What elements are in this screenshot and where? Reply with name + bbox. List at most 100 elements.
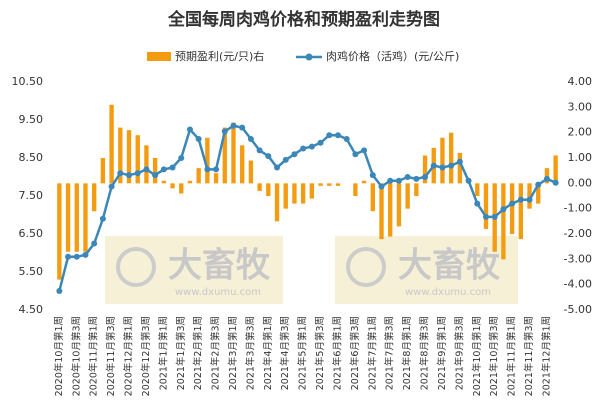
bar xyxy=(457,152,463,184)
x-tick-label: 2021年4月第1周 xyxy=(262,316,274,390)
bar xyxy=(283,183,288,209)
line-point xyxy=(265,153,272,160)
bar xyxy=(553,155,558,184)
line-point xyxy=(552,179,559,186)
x-tick-label: 2021年8月第3周 xyxy=(419,316,431,390)
line-point xyxy=(308,143,315,150)
line-point xyxy=(465,177,472,184)
line-point xyxy=(387,177,394,184)
line-point xyxy=(517,196,524,203)
line-point xyxy=(108,183,115,190)
line-point xyxy=(482,213,489,220)
line-point xyxy=(378,183,385,190)
x-tick-label: 2021年11月第3周 xyxy=(523,316,535,396)
y2-tick-label: 3.00 xyxy=(568,100,593,113)
legend-label: 肉鸡价格（活鸡）(元/公斤) xyxy=(326,49,459,63)
line-point xyxy=(274,164,281,171)
line-point xyxy=(65,253,72,260)
line-point xyxy=(430,162,437,169)
bar xyxy=(405,183,410,209)
x-tick-label: 2021年1月第1周 xyxy=(157,316,169,390)
bar xyxy=(196,168,201,184)
x-tick-label: 2021年5月第3周 xyxy=(314,316,326,390)
line-point xyxy=(422,174,429,180)
bar xyxy=(370,183,375,212)
x-tick-label: 2021年10月第3周 xyxy=(488,316,500,396)
watermark-logo xyxy=(116,247,156,287)
y2-tick-label: -5.00 xyxy=(564,303,592,316)
line xyxy=(58,124,557,292)
y-tick-label: 6.50 xyxy=(19,227,44,240)
x-tick-label: 2020年11月第1周 xyxy=(88,316,100,396)
line-point xyxy=(535,181,542,188)
bar xyxy=(144,145,149,184)
line-point xyxy=(221,128,228,135)
bar xyxy=(414,183,419,196)
bar xyxy=(83,183,88,252)
x-tick-label: 2021年1月第3周 xyxy=(175,316,187,390)
bar xyxy=(109,104,114,184)
bar xyxy=(187,180,193,184)
bar xyxy=(266,183,271,196)
line-point xyxy=(300,145,307,152)
line-point xyxy=(404,174,411,180)
x-tick-label: 2021年2月第1周 xyxy=(192,316,204,390)
y2-tick-label: 1.00 xyxy=(568,151,593,164)
watermark-url: www.dxumu.com xyxy=(405,287,491,298)
x-tick-label: 2021年7月第1周 xyxy=(366,316,378,390)
line-point xyxy=(361,147,368,154)
line-point xyxy=(99,215,106,222)
bar xyxy=(544,168,550,184)
bar xyxy=(213,173,219,184)
x-tick-label: 2021年2月第3周 xyxy=(210,316,222,390)
line-point xyxy=(213,166,220,173)
bar xyxy=(448,132,454,184)
bar xyxy=(361,180,367,184)
line-point xyxy=(195,136,202,142)
line-point xyxy=(526,196,533,203)
y-tick-label: 4.50 xyxy=(19,303,44,316)
y2-tick-label: 0.00 xyxy=(568,176,593,189)
bar xyxy=(126,130,132,184)
bar xyxy=(74,183,79,252)
line-point xyxy=(343,136,350,142)
line-point xyxy=(204,166,211,173)
x-tick-label: 2021年3月第1周 xyxy=(227,316,239,390)
bar xyxy=(388,183,393,237)
bar xyxy=(422,155,428,184)
y-tick-label: 5.50 xyxy=(19,265,44,278)
bar xyxy=(205,137,210,184)
bar xyxy=(327,183,332,186)
bar xyxy=(222,127,227,184)
x-tick-label: 2020年11月第3周 xyxy=(105,316,117,396)
bar xyxy=(179,183,184,194)
line-point xyxy=(152,172,159,179)
line-point xyxy=(56,288,63,294)
bar xyxy=(57,183,62,280)
x-tick-label: 2021年8月第1周 xyxy=(401,316,413,390)
line-point xyxy=(247,136,254,142)
watermark: 大畜牧 xyxy=(168,246,271,286)
line-point xyxy=(369,172,376,179)
y2-tick-label: 4.00 xyxy=(568,75,593,88)
bar xyxy=(274,183,280,222)
y2-tick-label: 2.00 xyxy=(568,126,593,139)
bar xyxy=(536,183,541,204)
line-point xyxy=(73,253,80,260)
bar xyxy=(135,135,140,184)
x-tick-label: 2021年11月第1周 xyxy=(506,316,518,396)
bar xyxy=(248,160,254,184)
bar xyxy=(396,183,402,227)
bar xyxy=(518,183,523,240)
line-point xyxy=(491,213,498,220)
line-point xyxy=(439,164,446,171)
x-tick-label: 2021年6月第1周 xyxy=(331,316,343,390)
line-point xyxy=(178,155,185,161)
watermark-logo xyxy=(346,247,386,287)
line-point xyxy=(448,162,455,169)
bar xyxy=(100,158,106,184)
y-tick-label: 7.50 xyxy=(19,189,44,202)
bar xyxy=(318,183,323,186)
line-point xyxy=(500,206,507,213)
